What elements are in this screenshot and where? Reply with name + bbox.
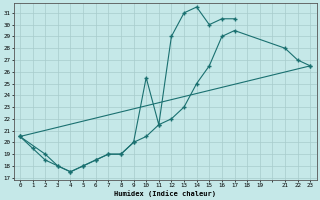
X-axis label: Humidex (Indice chaleur): Humidex (Indice chaleur) [114,190,216,197]
